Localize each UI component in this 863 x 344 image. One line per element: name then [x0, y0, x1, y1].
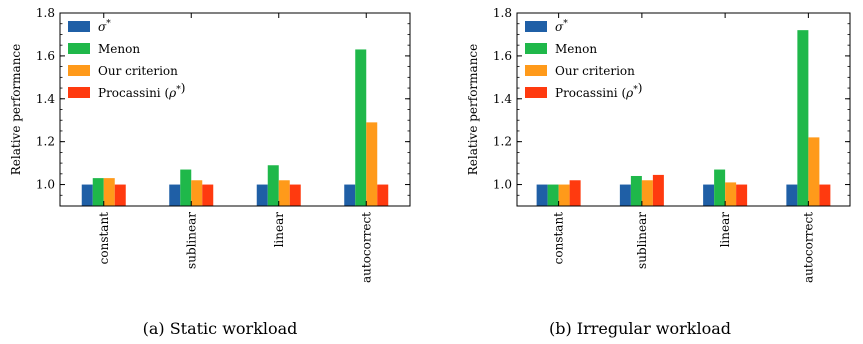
legend-label-1: Menon: [98, 42, 140, 56]
x-tick-label-linear: linear: [718, 212, 732, 248]
bar-1-3: [652, 174, 664, 206]
legend-swatch-0: [525, 21, 547, 32]
chart-panel-b: 1.0 1.2 1.4 1.6 1.8 constant sublinear linear au…: [466, 6, 851, 338]
bar-0-0: [81, 184, 93, 206]
bar-3-3: [819, 184, 831, 206]
bar-1-1: [180, 169, 192, 206]
bar-0-3: [569, 180, 581, 206]
bar-3-0: [344, 184, 356, 206]
legend-swatch-1: [68, 43, 90, 54]
bar-1-0: [169, 184, 181, 206]
bar-1-1: [630, 175, 642, 206]
bar-2-2: [725, 182, 737, 206]
legend-label-3: Procassini (ρ*): [98, 81, 185, 100]
legend-swatch-0: [68, 21, 90, 32]
y-tick-label: 1.2: [493, 135, 512, 149]
legend-label-3: Procassini (ρ*): [555, 81, 642, 100]
y-axis-label: Relative performance: [466, 44, 480, 176]
bar-2-3: [289, 184, 301, 206]
y-tick-label: 1.4: [36, 92, 55, 106]
legend-swatch-2: [525, 65, 547, 76]
legend-label-1: Menon: [555, 42, 597, 56]
bar-0-2: [558, 184, 570, 206]
bar-2-3: [736, 184, 748, 206]
x-tick-label-constant: constant: [97, 212, 111, 265]
bar-2-0: [256, 184, 268, 206]
bar-0-0: [536, 184, 548, 206]
chart-panel-a: 1.0 1.2 1.4 1.6 1.8 constant sublinear linear au…: [9, 6, 411, 338]
y-tick-label: 1.6: [36, 49, 55, 63]
bar-1-2: [641, 180, 653, 206]
y-axis-label: Relative performance: [9, 44, 23, 176]
legend-swatch-3: [68, 87, 90, 98]
bar-0-1: [547, 184, 559, 206]
panel-caption: (a) Static workload: [143, 319, 298, 338]
y-tick-label: 1.0: [493, 178, 512, 192]
y-tick-label: 1.4: [493, 92, 512, 106]
bar-3-1: [355, 49, 367, 207]
bar-1-0: [619, 184, 631, 206]
x-tick-label-sublinear: sublinear: [635, 212, 649, 269]
bar-3-0: [786, 184, 798, 206]
bar-1-2: [191, 180, 203, 206]
legend-label-0: σ*: [555, 19, 568, 34]
bar-3-2: [808, 137, 820, 206]
legend-label-0: σ*: [98, 19, 111, 34]
panel-caption: (b) Irregular workload: [549, 319, 731, 338]
x-tick-label-autocorrect: autocorrect: [359, 212, 373, 283]
bar-3-2: [366, 122, 378, 206]
x-tick-label-linear: linear: [272, 212, 286, 248]
bar-2-1: [714, 169, 726, 206]
legend-swatch-1: [525, 43, 547, 54]
bar-2-0: [703, 184, 715, 206]
legend-swatch-2: [68, 65, 90, 76]
bar-1-3: [202, 184, 214, 206]
legend-label-2: Our criterion: [555, 64, 635, 78]
bar-3-1: [797, 30, 809, 207]
bar-2-1: [267, 165, 279, 206]
y-tick-label: 1.0: [36, 178, 55, 192]
y-tick-label: 1.6: [493, 49, 512, 63]
bar-0-1: [92, 178, 104, 206]
bar-0-3: [114, 184, 126, 206]
y-tick-label: 1.2: [36, 135, 55, 149]
bar-2-2: [278, 180, 290, 206]
legend-label-2: Our criterion: [98, 64, 178, 78]
x-tick-label-autocorrect: autocorrect: [801, 212, 815, 283]
y-tick-label: 1.8: [493, 6, 512, 20]
x-tick-label-sublinear: sublinear: [184, 212, 198, 269]
legend-swatch-3: [525, 87, 547, 98]
y-tick-label: 1.8: [36, 6, 55, 20]
bar-3-3: [377, 184, 389, 206]
bar-0-2: [103, 178, 115, 206]
x-tick-label-constant: constant: [552, 212, 566, 265]
